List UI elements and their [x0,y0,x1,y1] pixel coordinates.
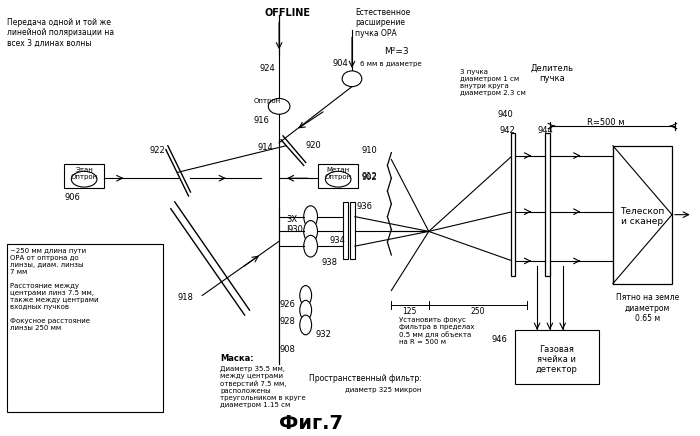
Text: 902: 902 [362,173,377,182]
Text: 936: 936 [357,202,373,211]
Text: 916: 916 [253,116,270,125]
Text: Маска:: Маска: [220,354,253,364]
Bar [613,146,672,283]
Text: 924: 924 [260,64,275,73]
Text: 3 пучка
диаметром 1 см
внутри круга
диаметром 2.3 см: 3 пучка диаметром 1 см внутри круга диам… [461,69,526,96]
Ellipse shape [326,171,351,187]
Bar [64,164,104,188]
Text: Делитель
пучка: Делитель пучка [531,64,573,83]
Text: Установить фокус
фильтра в пределах
0.5 мм для объекта
на R = 500 м: Установить фокус фильтра в пределах 0.5 … [399,317,475,345]
Text: Телескоп
и сканер: Телескоп и сканер [620,207,664,226]
Text: 914: 914 [258,143,273,152]
Text: Этан
Оптрон: Этан Оптрон [71,167,98,181]
Text: Естественное
расширение
пучка ОРА: Естественное расширение пучка ОРА [355,8,410,37]
Text: 6 мм в диаметре: 6 мм в диаметре [360,61,421,67]
Text: 912: 912 [362,172,377,181]
Bar [7,244,163,412]
Text: Пространственный фильтр:: Пространственный фильтр: [309,374,421,383]
Ellipse shape [304,235,318,257]
Text: 125: 125 [402,307,416,316]
Text: ~250 мм длина пути
ОРА от оптрона до
линзы, диам. линзы
7 мм

Расстояние между
ц: ~250 мм длина пути ОРА от оптрона до лин… [10,248,99,331]
Text: Фиг.7: Фиг.7 [279,414,342,433]
Bar [510,133,515,276]
Text: 926: 926 [280,300,296,309]
Text: 942: 942 [500,126,515,135]
Text: 938: 938 [321,258,337,267]
Text: 930: 930 [288,225,304,234]
Text: 250: 250 [471,307,485,316]
Text: Пятно на земле
диаметром
0.65 м: Пятно на земле диаметром 0.65 м [616,293,679,323]
Ellipse shape [300,286,312,305]
Text: 944: 944 [537,126,553,135]
Text: 908: 908 [280,344,296,354]
Text: 904: 904 [332,59,348,68]
Text: Диаметр 35.5 мм,
между центрами
отверстий 7.5 мм,
расположены
треугольником в кр: Диаметр 35.5 мм, между центрами отверсти… [220,366,306,408]
Bar [343,202,348,259]
Ellipse shape [300,300,312,320]
Text: R=500 м: R=500 м [587,118,625,127]
Text: M²=3: M²=3 [384,47,409,56]
Ellipse shape [71,171,97,187]
Text: Передача одной и той же
линейной поляризации на
всех 3 длинах волны: Передача одной и той же линейной поляриз… [7,18,115,48]
Ellipse shape [300,315,312,335]
Ellipse shape [304,206,318,228]
Text: 928: 928 [280,317,296,326]
Ellipse shape [304,221,318,242]
Text: OFFLINE: OFFLINE [265,8,310,18]
Text: 932: 932 [316,330,331,339]
Bar [545,133,550,276]
Text: 3X
L: 3X L [286,215,297,234]
Text: 946: 946 [491,335,508,344]
Bar [350,202,355,259]
Text: 906: 906 [64,193,81,202]
Text: 934: 934 [329,236,345,245]
Bar [515,330,599,384]
Text: 910: 910 [362,146,377,155]
Text: 922: 922 [149,146,165,155]
Bar [318,164,358,188]
Text: Метан
Оптрон: Метан Оптрон [325,167,351,181]
Ellipse shape [342,71,362,87]
Text: 920: 920 [306,141,321,150]
Text: диаметр 325 микрон: диаметр 325 микрон [345,387,421,393]
Text: Оптрон: Оптрон [253,99,281,105]
Text: 918: 918 [178,293,194,303]
Text: 940: 940 [498,110,514,119]
Ellipse shape [268,99,290,114]
Text: Газовая
ячейка и
детектор: Газовая ячейка и детектор [536,344,578,375]
